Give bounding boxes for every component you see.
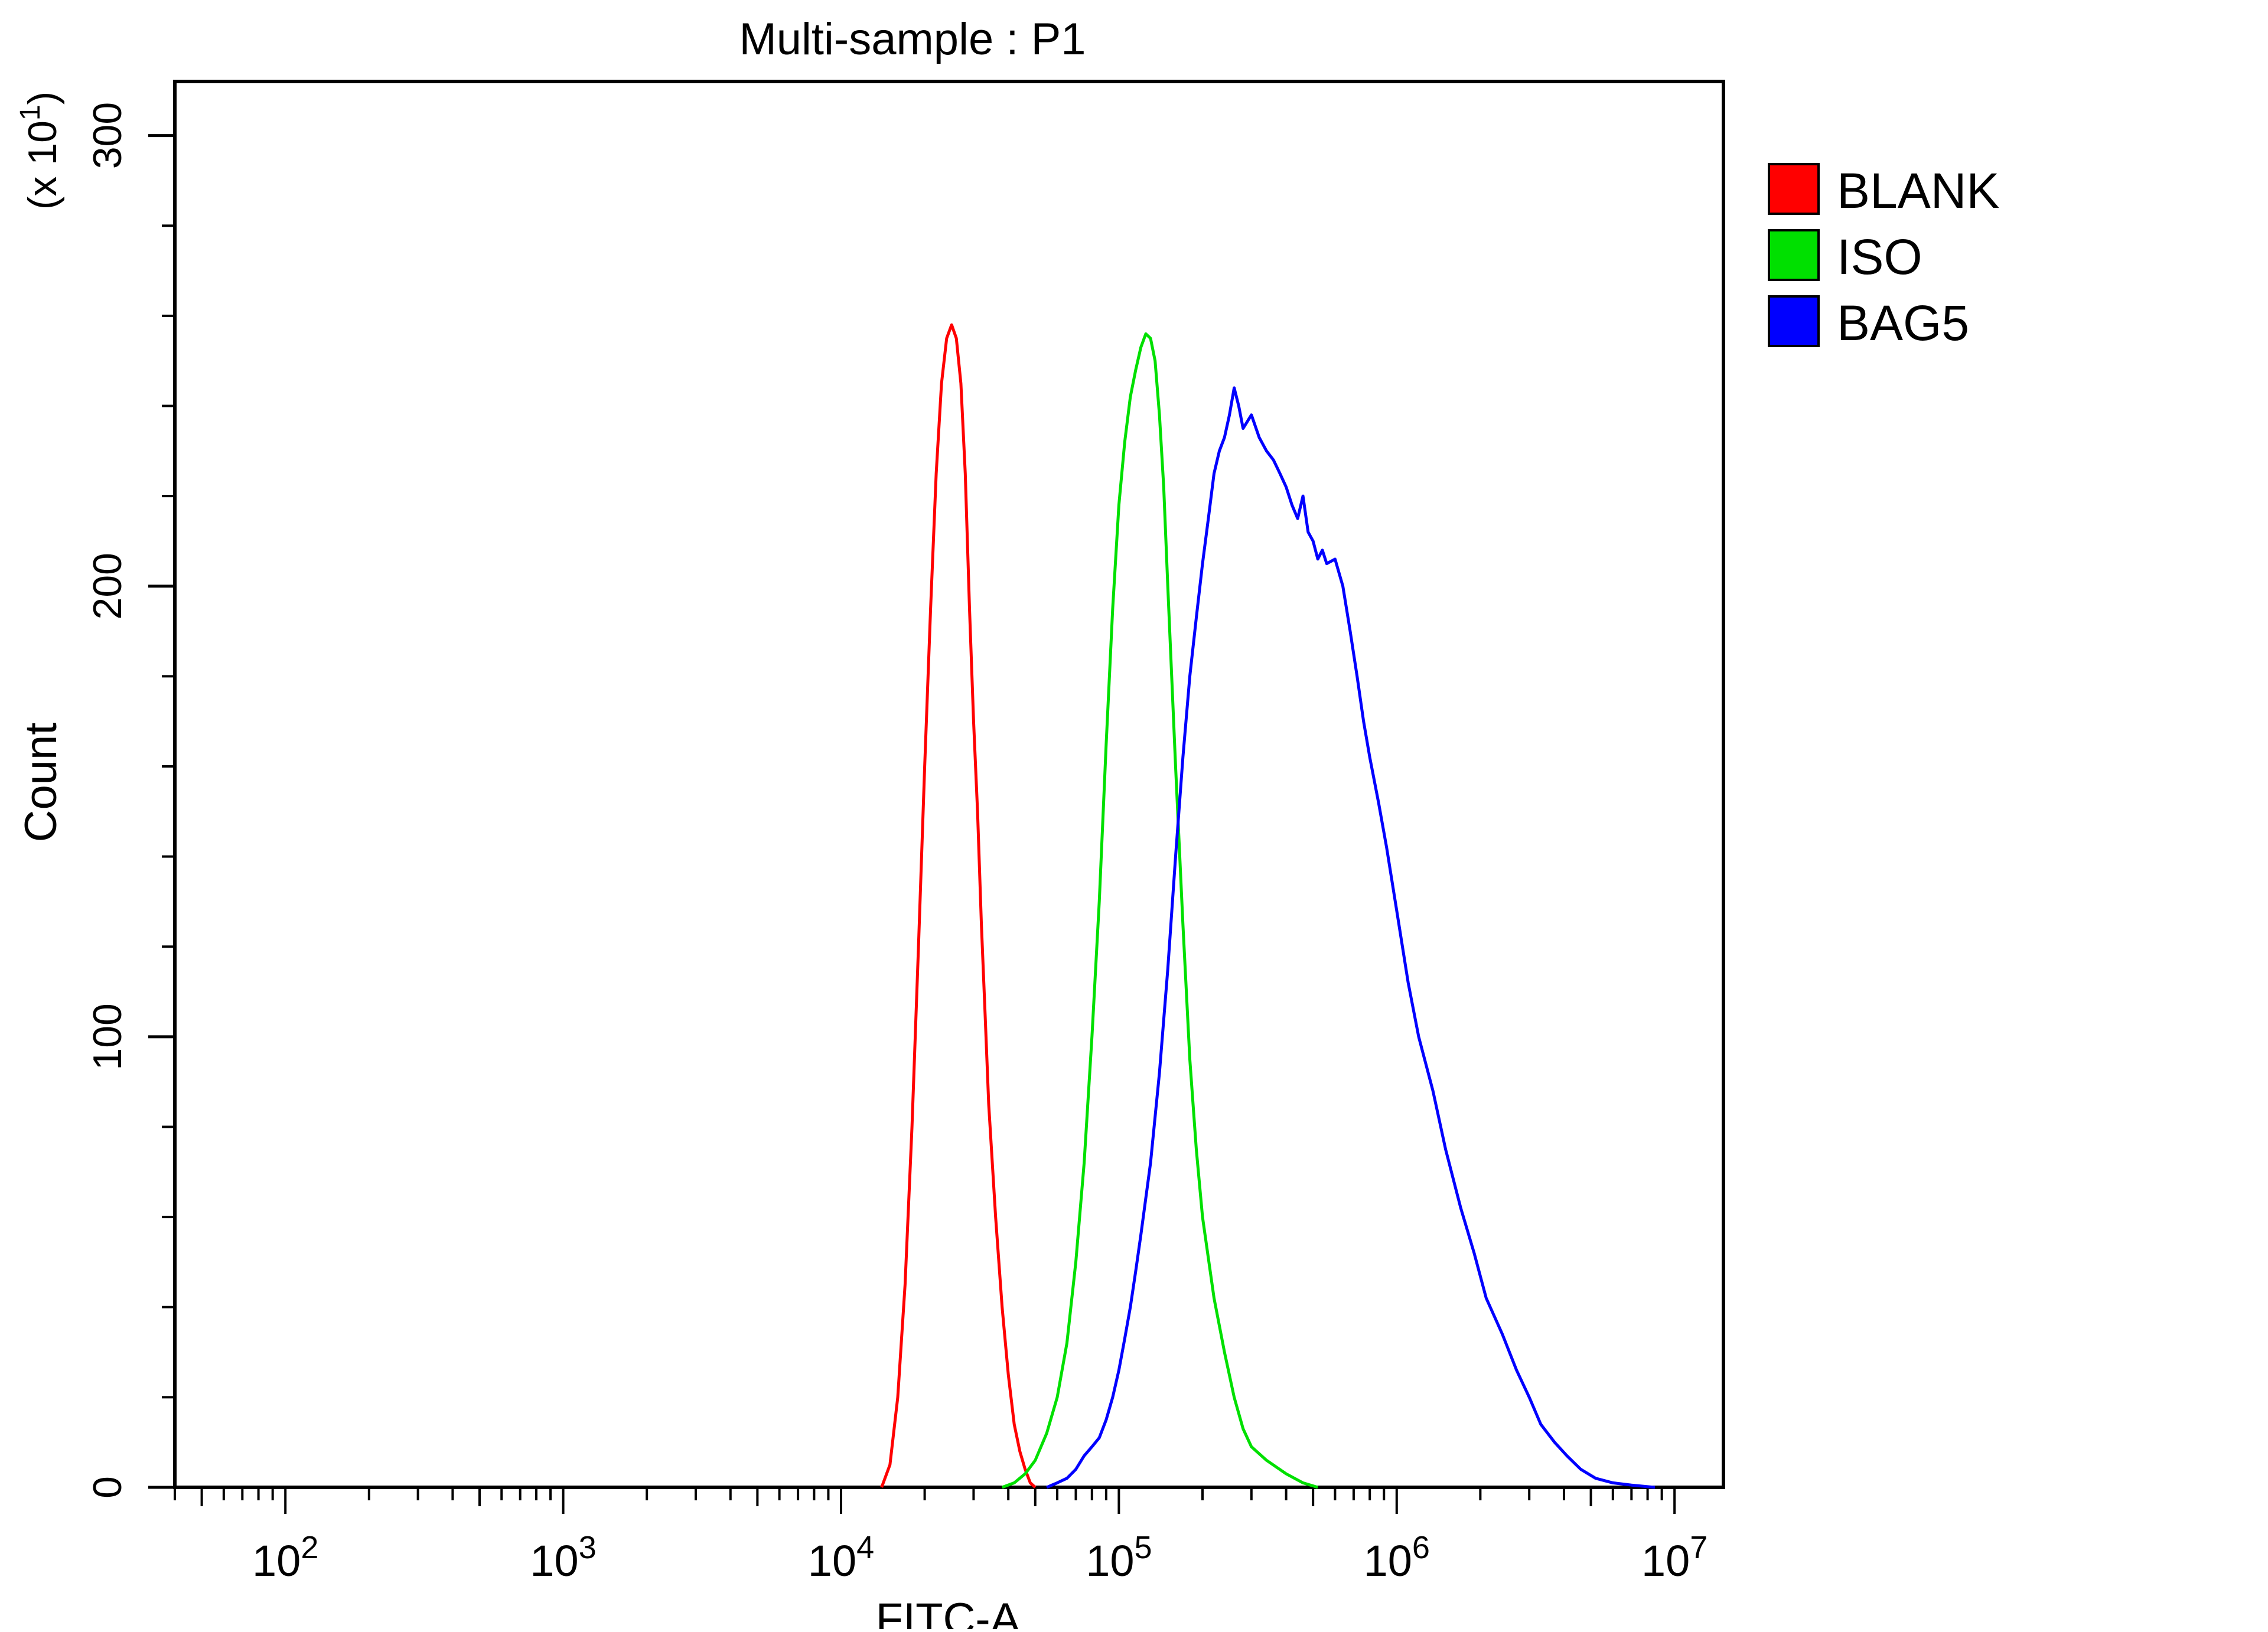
y-multiplier-exponent: 1 — [15, 105, 46, 120]
series-line-blank — [880, 323, 1037, 1489]
x-tick-label: 105 — [1086, 1530, 1152, 1585]
x-tick-label: 106 — [1364, 1530, 1430, 1585]
x-axis-label: FITC-A — [876, 1594, 1021, 1629]
plot-frame — [173, 80, 1725, 1489]
legend: BLANK ISO BAG5 — [1768, 163, 1999, 351]
legend-label-bag5: BAG5 — [1837, 295, 1969, 351]
x-tick-label: 103 — [530, 1530, 596, 1585]
legend-label-iso: ISO — [1837, 229, 1922, 285]
y-axis-multiplier: (x 101) — [15, 92, 65, 210]
y-tick-label: 0 — [85, 1476, 130, 1499]
y-tick-label: 100 — [85, 1003, 130, 1070]
y-axis: 0 100 200 300 — [85, 102, 175, 1499]
series-layer — [880, 323, 1656, 1489]
chart-title: Multi-sample : P1 — [739, 14, 1086, 64]
y-tick-label: 200 — [85, 553, 130, 619]
x-tick-label: 102 — [252, 1530, 318, 1585]
y-tick-label: 300 — [85, 102, 130, 169]
legend-label-blank: BLANK — [1837, 163, 1999, 218]
y-axis-label: Count — [16, 723, 66, 843]
series-line-bag5 — [1046, 386, 1656, 1489]
legend-swatch-blank — [1768, 163, 1820, 215]
x-axis: 102 103 104 105 106 107 — [174, 1487, 1707, 1585]
legend-swatch-iso — [1768, 229, 1820, 281]
x-tick-label: 104 — [808, 1530, 874, 1585]
x-tick-label: 107 — [1641, 1530, 1707, 1585]
series-line-iso — [1001, 332, 1318, 1489]
legend-swatch-bag5 — [1768, 295, 1820, 347]
